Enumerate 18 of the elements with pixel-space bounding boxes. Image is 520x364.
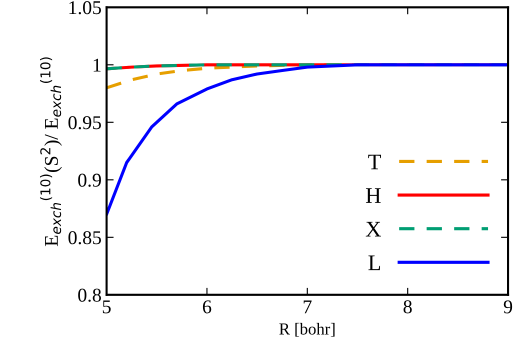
y-tick-label: 1.05 bbox=[69, 1, 101, 14]
line-series bbox=[106, 63, 508, 216]
x-tick-label: 5 bbox=[102, 300, 111, 314]
y-tick-label: 0.8 bbox=[78, 288, 101, 302]
legend-label: T bbox=[368, 154, 382, 170]
y-axis-title: E$_{exch}$$^{(10)}$(S$^{2}$)/ E$_{exch}$$^{(10)}$ bbox=[40, 57, 62, 246]
legend-label: L bbox=[368, 256, 380, 270]
x-axis-title: R [bohr] bbox=[279, 322, 335, 337]
x-tick-label: 7 bbox=[304, 300, 312, 314]
y-tick-label: 1 bbox=[94, 58, 101, 72]
y-tick-label: 0.95 bbox=[68, 116, 101, 130]
x-tick-label: 9 bbox=[504, 300, 512, 314]
y-tick-label: 0.9 bbox=[78, 174, 101, 187]
y-tick-label: 0.85 bbox=[68, 231, 101, 244]
legend-label: X bbox=[366, 222, 381, 236]
x-tick-label: 8 bbox=[404, 300, 412, 314]
x-tick-label: 6 bbox=[202, 300, 212, 314]
legend-label: H bbox=[366, 188, 381, 203]
